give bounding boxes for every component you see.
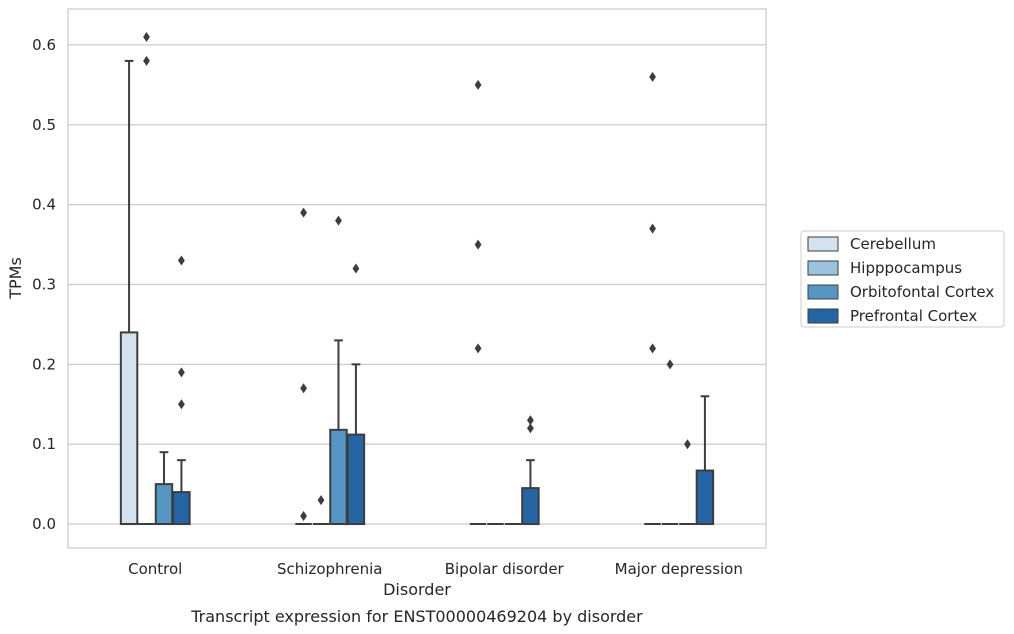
outlier-point — [649, 223, 656, 234]
box-body — [154, 483, 174, 526]
outlier-point — [527, 423, 534, 434]
outliers — [143, 31, 691, 522]
y-tick-label: 0.4 — [32, 196, 56, 214]
box-body — [329, 428, 348, 526]
box-1-2 — [329, 339, 348, 526]
outlier-point — [178, 255, 185, 266]
box-2-3 — [521, 459, 540, 526]
outlier-point — [300, 511, 307, 522]
box-0-2 — [154, 451, 174, 526]
box-body — [695, 469, 715, 526]
x-axis-title: Disorder — [383, 580, 451, 599]
outlier-point — [649, 343, 656, 354]
outlier-point — [300, 207, 307, 218]
outlier-point — [649, 71, 656, 82]
outlier-point — [143, 31, 150, 42]
legend-swatch — [807, 236, 839, 252]
y-axis-title: TPMs — [6, 257, 25, 300]
legend: Cerebellum Hipppocampus Orbitofontal Corte… — [800, 230, 1005, 328]
y-tick-label: 0.6 — [32, 36, 56, 54]
outlier-point — [474, 79, 482, 90]
legend-label: Hipppocampus — [850, 259, 962, 277]
outlier-point — [300, 383, 307, 394]
box-body — [172, 491, 191, 526]
box-3-3 — [695, 395, 715, 526]
legend-frame — [800, 230, 1005, 328]
outlier-point — [474, 239, 482, 250]
outlier-point — [317, 495, 325, 506]
x-tick-label: Control — [128, 560, 182, 578]
y-tick-labels: 0.0 0.1 0.2 0.3 0.4 0.5 0.6 — [32, 36, 56, 533]
box-0-3 — [172, 459, 191, 526]
legend-label: Cerebellum — [850, 235, 936, 253]
outlier-point — [335, 215, 342, 226]
boxes — [119, 59, 715, 526]
outlier-point — [352, 263, 360, 274]
outlier-point — [684, 439, 691, 450]
legend-label: Orbitofontal Cortex — [850, 283, 994, 301]
box-0-0 — [119, 59, 139, 526]
y-tick-label: 0.3 — [32, 275, 56, 293]
outlier-point — [143, 55, 150, 66]
outlier-point — [474, 343, 482, 354]
box-body — [119, 331, 139, 526]
box-1-3 — [346, 363, 366, 526]
y-tick-label: 0.2 — [32, 355, 56, 373]
x-tick-label: Major depression — [615, 560, 743, 578]
legend-swatch — [807, 260, 839, 276]
legend-label: Prefrontal Cortex — [850, 307, 977, 325]
outlier-point — [527, 415, 534, 426]
box-body — [521, 487, 540, 526]
legend-swatch — [807, 308, 839, 324]
gridlines — [68, 44, 766, 525]
chart-caption: Transcript expression for ENST0000046920… — [190, 607, 643, 626]
x-tick-label: Bipolar disorder — [445, 560, 565, 578]
outlier-point — [178, 399, 185, 410]
plot-frame — [67, 8, 767, 549]
outlier-point — [178, 367, 185, 378]
x-tick-label: Schizophrenia — [277, 560, 382, 578]
y-tick-label: 0.0 — [32, 515, 56, 533]
x-tick-labels: Control Schizophrenia Bipolar disorder Majo… — [128, 560, 743, 578]
y-tick-label: 0.1 — [32, 435, 56, 453]
box-body — [346, 433, 366, 526]
outlier-point — [666, 359, 674, 370]
y-tick-label: 0.5 — [32, 116, 56, 134]
legend-swatch — [807, 284, 839, 300]
